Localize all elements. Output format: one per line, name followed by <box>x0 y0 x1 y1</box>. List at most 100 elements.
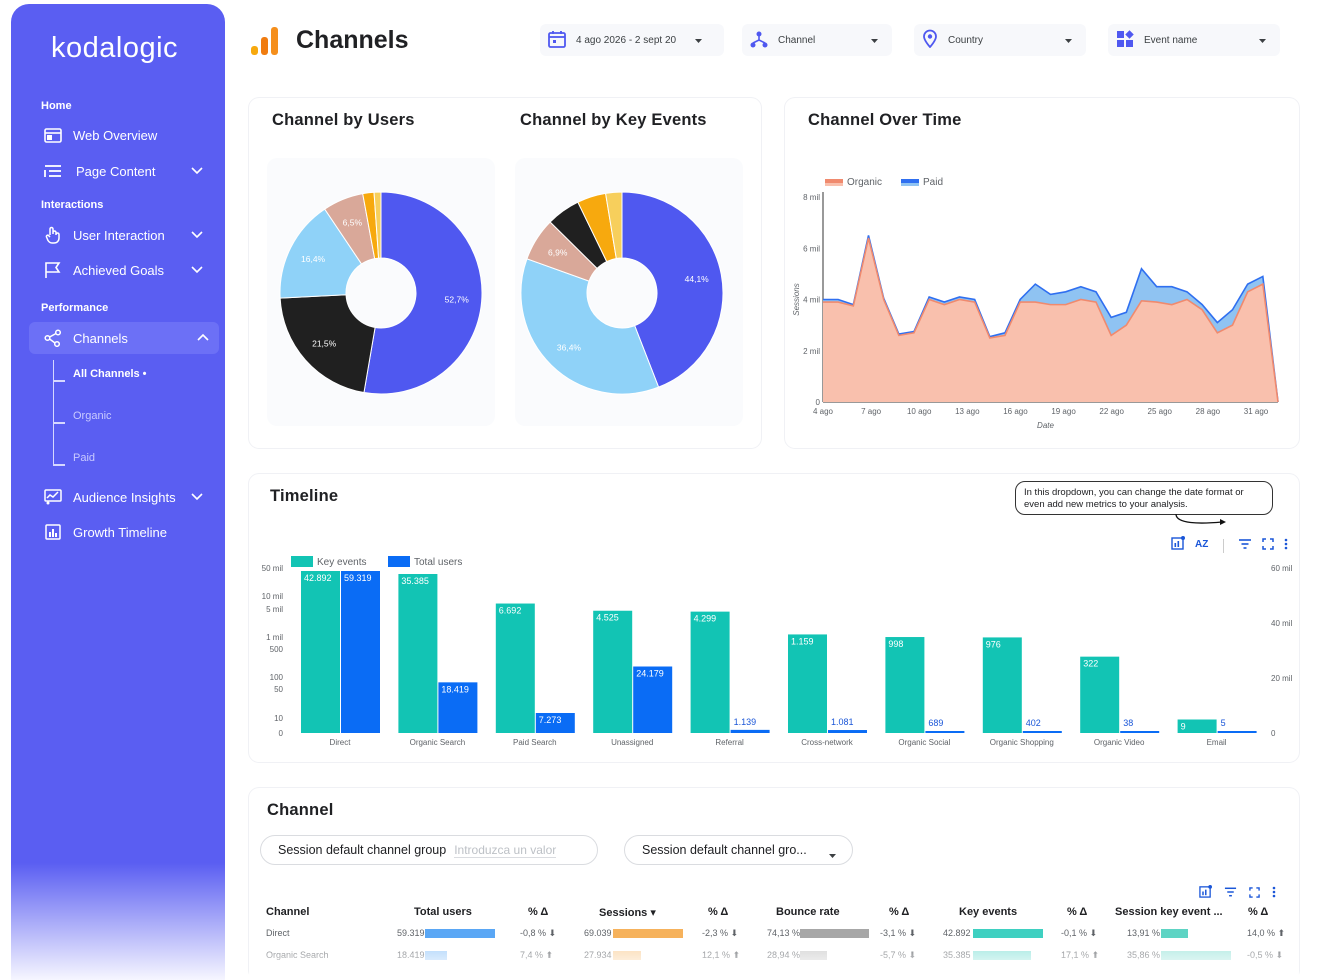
table-header-cell[interactable]: % Δ <box>889 906 910 918</box>
channel-filter[interactable]: Channel <box>742 24 892 56</box>
pie-slice[interactable] <box>520 258 660 395</box>
channel-group-search-input[interactable]: Introduzca un valor <box>454 842 557 858</box>
sidebar-item-channels[interactable]: Channels <box>29 322 219 354</box>
legend-label: Total users <box>414 557 462 568</box>
bar-key-events[interactable] <box>885 637 925 733</box>
x-category-label: Organic Shopping <box>990 738 1054 747</box>
x-category-label: Organic Video <box>1094 738 1145 747</box>
bar-key-events[interactable] <box>301 571 340 733</box>
bar-key-events[interactable] <box>690 611 730 733</box>
sidebar-item-growth-timeline[interactable]: Growth Timeline <box>29 517 209 547</box>
bar-total-users[interactable] <box>828 730 867 733</box>
caret-down-icon <box>871 36 878 47</box>
table-header-cell[interactable]: Channel <box>266 906 310 918</box>
fullscreen-icon[interactable] <box>1262 537 1274 555</box>
pie-slice[interactable] <box>279 294 376 394</box>
date-range-value: 4 ago 2026 - 2 sept 20 <box>576 34 677 46</box>
channel-group-dropdown[interactable]: Session default channel gro... <box>624 835 853 865</box>
over-time-card: Channel Over Time 0 2 mil 4 mil 6 mil 8 mil 4… <box>785 98 1299 448</box>
bar-key-events[interactable] <box>495 603 535 733</box>
subnav-paid[interactable]: Paid <box>73 452 96 464</box>
table-header-cell[interactable]: Sessions ▾ <box>599 907 656 919</box>
tooltip-pointer-arrow <box>1175 513 1226 525</box>
bar-data-label: 6.692 <box>499 606 522 616</box>
sidebar-item-audience-insights[interactable]: Audience Insights <box>29 482 209 512</box>
table-fullscreen-icon[interactable] <box>1249 885 1260 903</box>
filter-icon[interactable] <box>1238 537 1252 555</box>
page-title: Channels <box>296 26 409 54</box>
channel-group-search-label: Session default channel group <box>278 843 447 857</box>
chevron-down-icon[interactable] <box>191 163 203 178</box>
bar-total-users[interactable] <box>925 731 965 733</box>
pie-slice[interactable] <box>363 191 483 395</box>
area-line-organic[interactable] <box>823 237 1279 403</box>
date-range-picker[interactable]: 4 ago 2026 - 2 sept 20 <box>540 24 724 56</box>
bar-data-label: 35.385 <box>401 576 429 586</box>
bar-total-users[interactable] <box>730 729 770 733</box>
bar-key-events[interactable] <box>1080 656 1120 733</box>
table-inline-bar <box>1161 929 1189 938</box>
left-y-tick: 5 mil <box>266 605 283 614</box>
bar-key-events[interactable] <box>593 610 633 733</box>
table-filter-icon[interactable] <box>1224 885 1237 903</box>
pie-slice[interactable] <box>279 208 363 299</box>
left-y-tick: 10 mil <box>262 592 284 601</box>
table-header-cell[interactable]: % Δ <box>1067 906 1088 918</box>
chevron-up-icon[interactable] <box>197 329 209 344</box>
bar-data-label: 1.081 <box>831 717 854 727</box>
chevron-down-icon[interactable] <box>191 227 203 242</box>
subnav-organic[interactable]: Organic <box>73 410 112 422</box>
bar-total-users[interactable] <box>1022 731 1062 733</box>
table-header-cell[interactable]: Key events <box>959 906 1018 918</box>
bar-key-events[interactable] <box>1177 719 1217 734</box>
y-tick-label: 8 mil <box>803 193 820 202</box>
bar-key-events[interactable] <box>398 574 438 733</box>
pie-slice[interactable] <box>621 191 724 388</box>
table-cell: 13,91 % <box>1127 928 1161 938</box>
subnav-all-channels[interactable]: All Channels • <box>73 368 147 380</box>
more-vert-icon[interactable] <box>1284 537 1288 555</box>
sidebar-item-page-content[interactable]: Page Content <box>29 156 209 186</box>
pie-slice[interactable] <box>373 191 382 259</box>
chart-toolbar: AZ <box>1171 536 1288 555</box>
x-tick-label: 22 ago <box>1099 407 1124 416</box>
chevron-down-icon[interactable] <box>191 489 203 504</box>
sort-az-icon[interactable]: AZ <box>1195 536 1209 555</box>
country-filter[interactable]: Country <box>914 24 1086 56</box>
table-header-cell[interactable]: % Δ <box>528 906 549 918</box>
chevron-down-icon[interactable] <box>191 262 203 277</box>
bar-total-users[interactable] <box>438 682 478 733</box>
bar-total-users[interactable] <box>341 571 380 733</box>
table-cell: -0,8 % ⬇ <box>520 928 557 938</box>
sidebar-item-achieved-goals[interactable]: Achieved Goals <box>29 255 209 285</box>
bar-total-users[interactable] <box>1120 731 1160 733</box>
table-header-cell[interactable]: % Δ <box>708 906 729 918</box>
svg-text:AZ: AZ <box>1195 539 1208 550</box>
subnav-tree-line <box>53 360 67 466</box>
table-more-icon[interactable] <box>1272 885 1276 903</box>
bar-data-label: 7.273 <box>539 715 562 725</box>
channel-group-search[interactable]: Session default channel group Introduzca… <box>260 835 598 865</box>
x-tick-label: 31 ago <box>1244 407 1269 416</box>
bar-key-events[interactable] <box>982 637 1022 733</box>
table-header-cell[interactable]: Session key event ... <box>1115 906 1223 918</box>
bar-total-users[interactable] <box>633 666 673 733</box>
x-category-label: Organic Social <box>898 738 950 747</box>
sidebar-item-user-interaction[interactable]: User Interaction <box>29 220 209 250</box>
table-header-cell[interactable]: Total users <box>414 906 472 918</box>
bar-key-events[interactable] <box>788 634 827 733</box>
bar-data-label: 1.139 <box>734 717 757 727</box>
legend-swatch <box>901 179 919 183</box>
bar-total-users[interactable] <box>1217 731 1257 733</box>
event-name-filter[interactable]: Event name <box>1108 24 1280 56</box>
bar-total-users[interactable] <box>535 712 575 733</box>
pie-slice[interactable] <box>604 191 623 260</box>
x-tick-label: 16 ago <box>1003 407 1028 416</box>
sidebar-item-web-overview[interactable]: Web Overview <box>29 120 209 150</box>
users-donut-chart: 52,7% 21,5% 16,4% 6,5% 44,1% 36,4% 6,9% <box>279 191 724 395</box>
chart-insight-icon[interactable] <box>1171 536 1185 555</box>
table-header-cell[interactable]: % Δ <box>1248 906 1269 918</box>
table-insight-icon[interactable] <box>1199 885 1212 903</box>
table-header-cell[interactable]: Bounce rate <box>776 906 840 918</box>
legend-swatch <box>825 179 843 183</box>
